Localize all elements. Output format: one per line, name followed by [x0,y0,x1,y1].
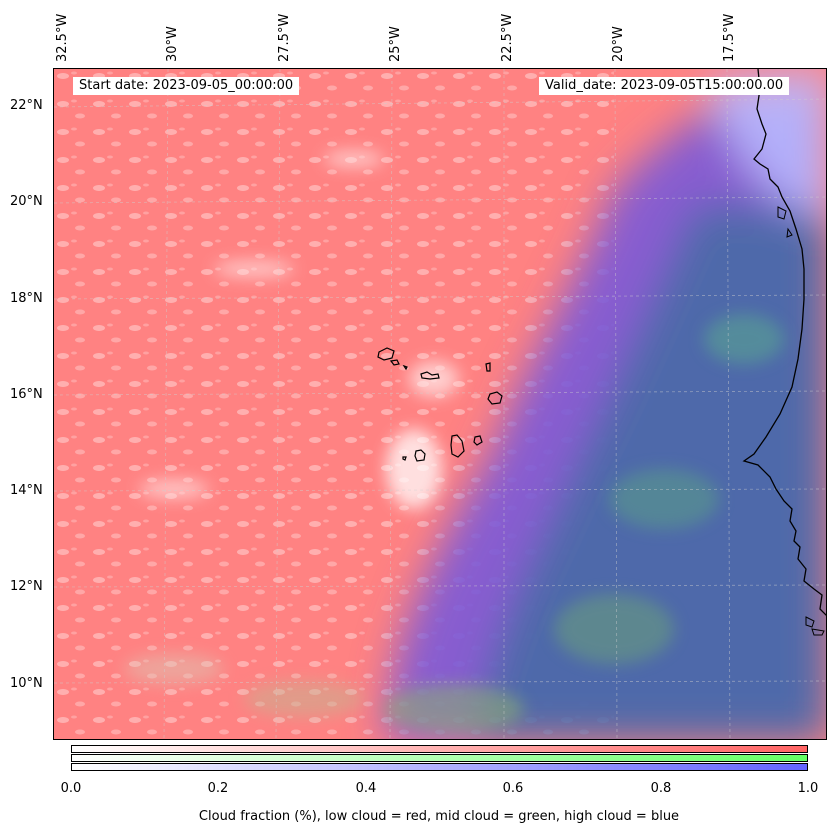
lat-tick-label: 10°N [10,676,43,691]
lat-tick-label: 12°N [10,579,43,594]
cape-verde-islands [377,347,503,462]
colorbar-tick-label: 0.2 [207,781,229,796]
colorbar-tick-label: 0.6 [502,781,524,796]
colorbar-low-cloud [71,745,808,753]
valid-date-label: Valid_date: 2023-09-05T15:00:00.00 [539,77,790,95]
high-cloud-northeast [704,69,826,219]
colorbar-tick-label: 0.0 [60,781,82,796]
colorbar-mid-cloud [71,754,808,762]
lat-tick-label: 14°N [10,483,43,498]
lon-tick-label: 20°W [611,26,626,62]
colorbar-tick-label: 1.0 [797,781,819,796]
coastline-islands [777,206,825,636]
lat-tick-label: 22°N [10,98,43,113]
lon-tick-label: 17.5°W [722,13,737,62]
african-coastline [742,69,826,616]
lon-tick-label: 22.5°W [500,13,515,62]
colorbar-tick-label: 0.4 [355,781,377,796]
cloud-fraction-map[interactable] [53,68,827,740]
lat-tick-label: 18°N [10,291,43,306]
map-canvas [54,69,826,739]
lon-tick-label: 27.5°W [277,13,292,62]
colorbar-tick-label: 0.8 [650,781,672,796]
lat-tick-label: 16°N [10,387,43,402]
lon-tick-label: 32.5°W [55,13,70,62]
lat-tick-label: 20°N [10,194,43,209]
colorbar-caption: Cloud fraction (%), low cloud = red, mid… [198,809,680,824]
colorbar-high-cloud [71,763,808,771]
lon-tick-label: 25°W [388,26,403,62]
lon-tick-label: 30°W [165,26,180,62]
start-date-label: Start date: 2023-09-05_00:00:00 [73,77,300,95]
colorbar [71,745,808,771]
graticule [54,69,826,739]
mid-cloud-patches [124,314,784,734]
